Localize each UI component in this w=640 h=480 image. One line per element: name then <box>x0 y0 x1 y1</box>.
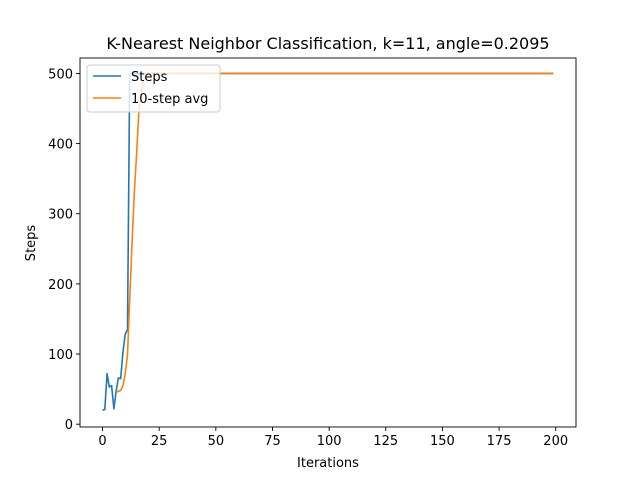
legend: Steps 10-step avg <box>86 64 221 113</box>
legend-label: 10-step avg <box>131 92 208 107</box>
y-tick-label: 200 <box>48 278 73 293</box>
axes-frame <box>79 57 577 428</box>
chart-title: K-Nearest Neighbor Classification, k=11,… <box>106 34 549 53</box>
axes: 0 25 50 75 100 125 150 175 200 0 100 200 300 400 500 <box>48 57 577 449</box>
x-tick-label: 125 <box>373 434 398 449</box>
x-tick-label: 175 <box>487 434 512 449</box>
y-tick-label: 300 <box>48 208 73 223</box>
y-axis-title: Steps <box>24 225 39 262</box>
x-tick-label: 150 <box>430 434 455 449</box>
y-tick-label: 400 <box>48 138 73 153</box>
x-tick-label: 75 <box>264 434 281 449</box>
y-tick-label: 100 <box>48 348 73 363</box>
x-tick-label: 25 <box>151 434 168 449</box>
x-tick-label: 0 <box>98 434 106 449</box>
x-tick-label: 100 <box>317 434 342 449</box>
x-tick-label: 200 <box>543 434 568 449</box>
x-tick-label: 50 <box>208 434 225 449</box>
legend-label: Steps <box>131 70 168 85</box>
x-axis-title: Iterations <box>297 456 359 471</box>
y-tick-label: 0 <box>65 418 73 433</box>
y-tick-label: 500 <box>48 67 73 82</box>
